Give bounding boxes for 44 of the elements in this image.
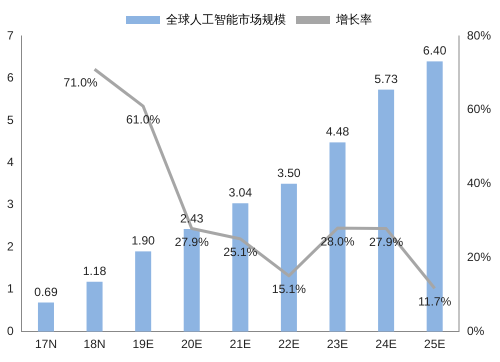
y2-tick-label: 40% <box>466 176 492 190</box>
data-label: 1.90 <box>131 234 156 248</box>
y-tick-label: 6 <box>6 70 14 85</box>
x-tick-label: 24E <box>375 337 397 352</box>
data-label: 2.43 <box>180 211 204 226</box>
data-label: 15.1% <box>272 282 306 296</box>
y-tick-label: 2 <box>6 239 14 254</box>
data-label: 27.9% <box>174 234 210 249</box>
x-tick-label: 22E <box>278 337 300 352</box>
data-label: 27.9% <box>369 234 404 249</box>
legend-label: 增长率 <box>335 12 372 26</box>
data-label: 11.7% <box>418 294 452 309</box>
y-tick-label: 4 <box>6 155 14 169</box>
x-tick-label: 19E <box>132 337 154 352</box>
data-label: 3.50 <box>277 166 301 180</box>
data-label: 28.0% <box>320 234 355 248</box>
y2-tick-label: 80% <box>466 28 492 42</box>
y-tick-label: 7 <box>6 28 14 42</box>
x-tick-label: 20E <box>181 337 202 352</box>
legend-label: 全球人工智能市场规模 <box>166 12 286 26</box>
x-tick-label: 18N <box>84 337 106 352</box>
data-label: 3.04 <box>228 186 252 200</box>
bar <box>135 251 152 332</box>
data-label: 6.40 <box>423 44 447 58</box>
data-label: 25.1% <box>223 245 258 260</box>
x-tick-label: 21E <box>230 337 252 352</box>
x-tick-label: 25E <box>424 337 446 352</box>
data-label: 71.0% <box>64 76 98 90</box>
x-tick-label: 17N <box>34 337 57 352</box>
data-label: 5.73 <box>374 72 398 86</box>
x-tick-label: 23E <box>326 337 348 352</box>
data-label: 4.48 <box>326 124 350 139</box>
y-tick-label: 5 <box>6 112 14 127</box>
y-tick-label: 0 <box>6 324 14 338</box>
y2-tick-label: 20% <box>466 250 492 264</box>
bar <box>86 282 103 332</box>
data-label: 61.0% <box>126 112 160 127</box>
y2-tick-label: 60% <box>466 102 492 116</box>
y-tick-label: 1 <box>6 282 14 296</box>
bar <box>38 302 54 332</box>
data-label: 1.18 <box>82 264 107 278</box>
data-label: 0.69 <box>34 284 58 299</box>
y2-tick-label: 0% <box>466 324 485 338</box>
y-tick-label: 3 <box>6 197 14 212</box>
